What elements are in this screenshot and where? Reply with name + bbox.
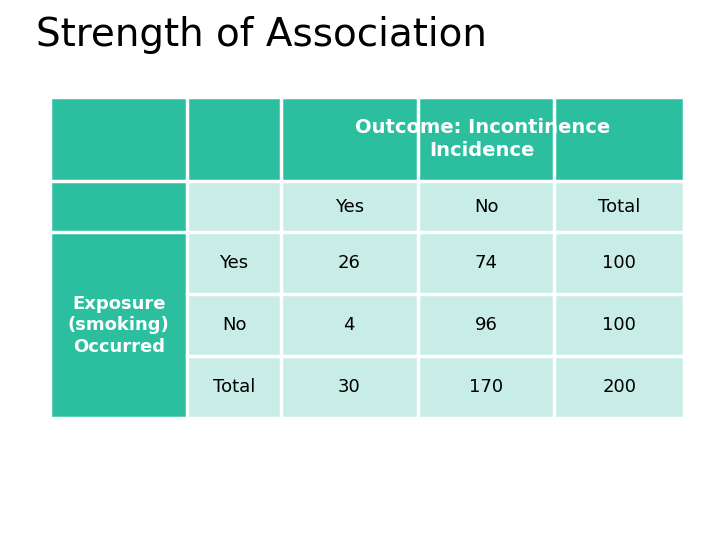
Text: Total: Total bbox=[213, 379, 255, 396]
Text: 74: 74 bbox=[474, 254, 498, 272]
Text: Outcome: Incontinence
Incidence: Outcome: Incontinence Incidence bbox=[355, 118, 610, 160]
Text: Strength of Association: Strength of Association bbox=[36, 16, 487, 54]
Text: 100: 100 bbox=[602, 316, 636, 334]
Text: 26: 26 bbox=[338, 254, 361, 272]
Text: No: No bbox=[222, 316, 246, 334]
Text: 100: 100 bbox=[602, 254, 636, 272]
Text: Exposure
(smoking)
Occurred: Exposure (smoking) Occurred bbox=[68, 295, 170, 356]
Text: No: No bbox=[474, 198, 498, 215]
Text: 170: 170 bbox=[469, 379, 503, 396]
Text: 200: 200 bbox=[602, 379, 636, 396]
Text: Yes: Yes bbox=[220, 254, 248, 272]
Text: 96: 96 bbox=[474, 316, 498, 334]
Text: Yes: Yes bbox=[335, 198, 364, 215]
Text: 30: 30 bbox=[338, 379, 361, 396]
Text: 4: 4 bbox=[343, 316, 355, 334]
Text: Total: Total bbox=[598, 198, 640, 215]
